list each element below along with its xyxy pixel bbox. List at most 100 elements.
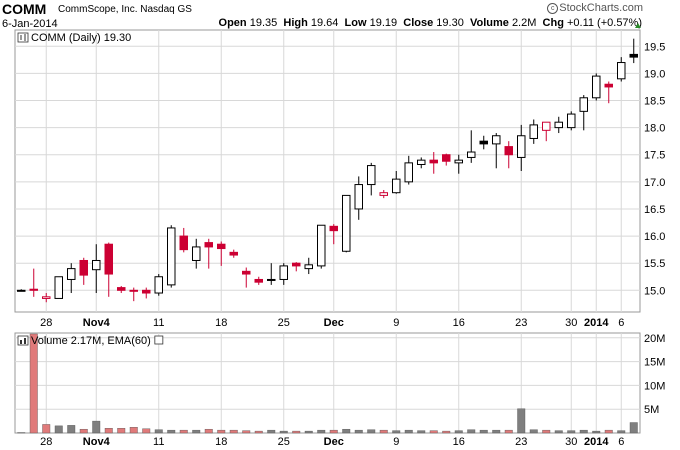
price-legend-icon [17, 32, 29, 43]
volume-bar [504, 429, 513, 434]
candle [179, 227, 188, 253]
candle-body [117, 287, 126, 291]
candle [467, 130, 476, 163]
candle-body [367, 165, 376, 186]
low-value: 19.19 [369, 17, 398, 29]
close-label: Close [403, 17, 434, 29]
candle [192, 238, 201, 269]
volume-bar [229, 429, 238, 434]
candle-body [154, 276, 163, 294]
volume-bar [92, 420, 101, 434]
candle [554, 116, 563, 134]
candle [329, 224, 338, 245]
candle-body [354, 184, 363, 210]
candle [542, 121, 551, 142]
candle [154, 274, 163, 296]
volume-bar [292, 430, 301, 434]
volume-bar [42, 424, 51, 434]
candle [592, 73, 601, 101]
candle-body [517, 135, 526, 158]
price-x-tick-label: Nov4 [83, 317, 111, 329]
candle [267, 263, 276, 285]
candle-body [492, 135, 501, 145]
volume-bar [492, 429, 501, 434]
candle-body [404, 162, 413, 183]
candle-body [329, 225, 338, 232]
candle-body [217, 243, 226, 250]
candle [342, 194, 351, 253]
quote-date: 6-Jan-2014 [2, 18, 58, 30]
volume-x-tick-label: 11 [153, 436, 164, 448]
candle [354, 176, 363, 220]
candle [229, 249, 238, 258]
price-tick-label: 16.0 [644, 231, 665, 243]
candle-body [204, 242, 213, 248]
candle-body [542, 121, 551, 131]
candle [567, 111, 576, 131]
candle-body [617, 62, 626, 80]
candle [442, 153, 451, 166]
candle-body [342, 194, 351, 252]
candle [404, 155, 413, 185]
volume-x-tick-label: Nov4 [83, 436, 111, 448]
volume-bar [142, 428, 151, 434]
brand-text: StockCharts.com [559, 2, 643, 14]
candle-body [79, 259, 88, 276]
candle [254, 276, 263, 285]
volume-bar [242, 430, 251, 434]
volume-tick-label: 20M [644, 333, 665, 345]
candle [392, 171, 401, 194]
candle [42, 293, 51, 303]
candle-body [129, 289, 138, 292]
candle-body [417, 159, 426, 165]
chg-value: +0.11 (+0.57%) [566, 17, 642, 29]
price-tick-label: 18.0 [644, 123, 665, 135]
volume-bar [67, 425, 76, 434]
price-panel [14, 29, 641, 313]
candle-body [629, 53, 638, 58]
candle [479, 135, 488, 150]
candle-body [429, 159, 438, 164]
candle [379, 189, 388, 199]
price-x-tick-label: 9 [393, 317, 399, 329]
candle [579, 95, 588, 131]
candle [17, 289, 26, 292]
volume-x-tick-label: 2014 [584, 436, 609, 448]
volume-bar [442, 430, 451, 434]
price-x-tick-label: 11 [153, 317, 164, 329]
candle [492, 133, 501, 169]
volume-bar [454, 430, 463, 434]
volume-bar [529, 429, 538, 434]
company-name: CommScope, Inc. Nasdaq GS [58, 4, 192, 15]
volume-bar [467, 429, 476, 434]
candle-body [242, 270, 251, 275]
volume-legend: Volume 2.17M, EMA(60) [17, 335, 164, 347]
candle [54, 276, 63, 299]
candle-body [479, 140, 488, 145]
candle-body [254, 278, 263, 283]
price-x-tick-label: 6 [618, 317, 624, 329]
candle-body [17, 289, 26, 292]
candle [67, 263, 76, 294]
volume-bar [117, 428, 126, 434]
volume-panel [14, 332, 641, 434]
price-x-tick-label: 16 [453, 317, 465, 329]
volume-bar [192, 429, 201, 434]
volume-bar [79, 428, 88, 434]
candle-body [192, 246, 201, 261]
candle [429, 152, 438, 174]
volume-bar [317, 429, 326, 434]
candle [504, 141, 513, 169]
volume-bar [54, 425, 63, 434]
price-x-tick-label: Dec [324, 317, 344, 329]
candle-body [179, 235, 188, 251]
volume-bar [479, 429, 488, 434]
candle [304, 257, 313, 275]
candle [279, 263, 288, 285]
volume-bar [554, 430, 563, 434]
volume-bar [154, 429, 163, 434]
candle-body [29, 288, 38, 291]
price-tick-label: 15.0 [644, 285, 665, 297]
volume-legend-text: Volume 2.17M, EMA(60) [31, 335, 151, 347]
candle-body [42, 296, 51, 299]
